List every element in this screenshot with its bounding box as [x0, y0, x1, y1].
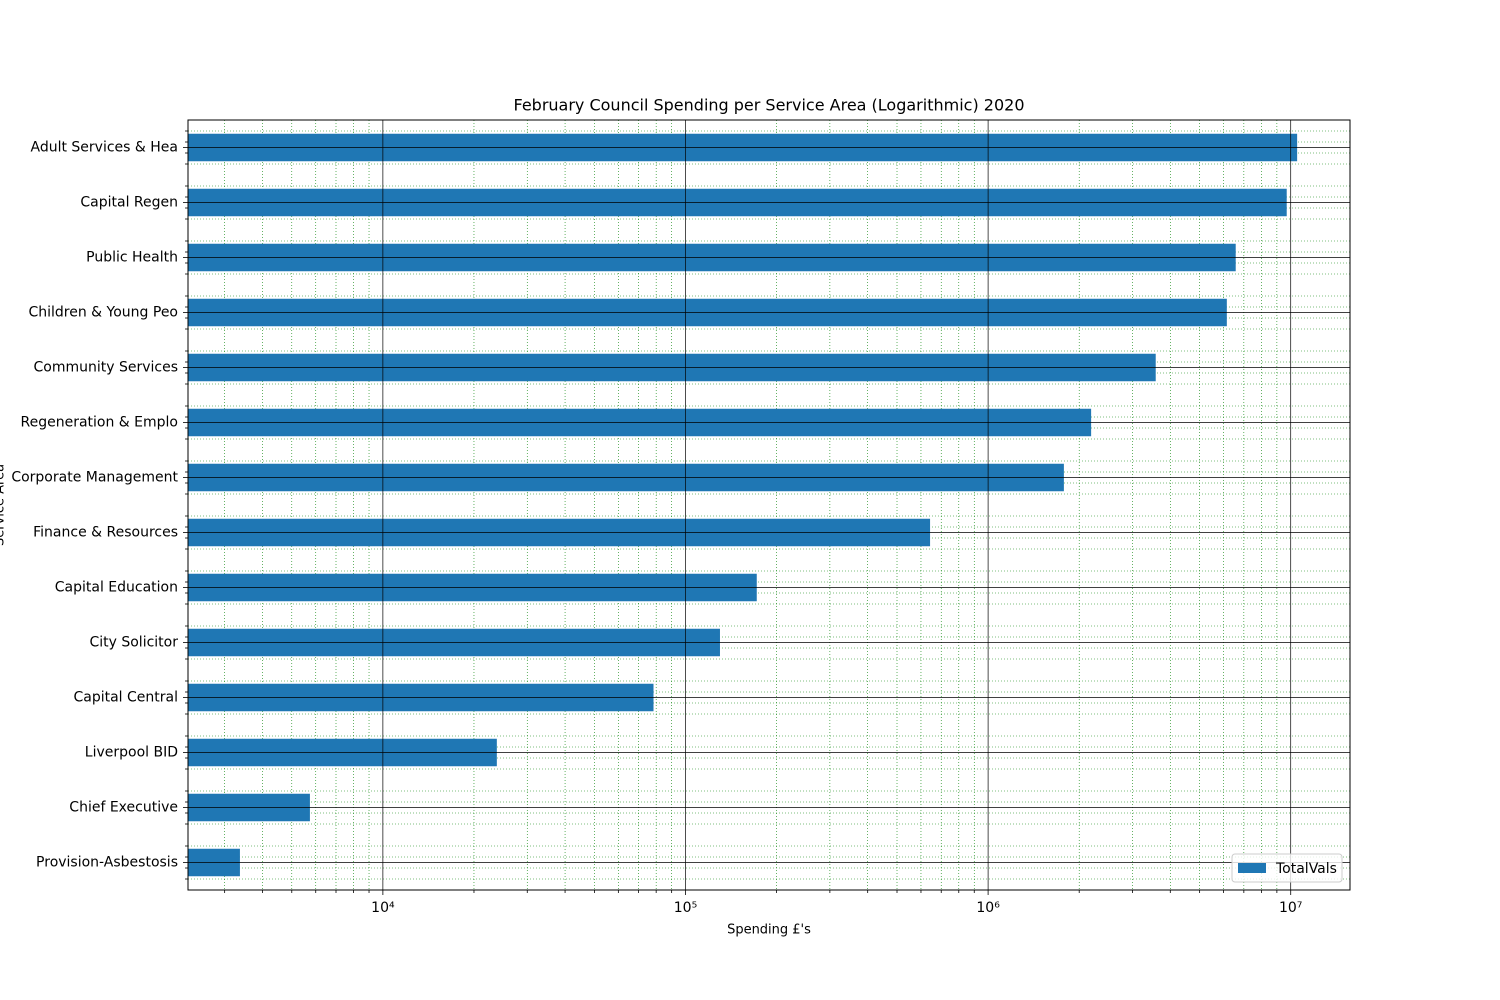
y-tick-label: Children & Young Peo: [28, 305, 178, 321]
y-tick-label: City Solicitor: [89, 635, 178, 651]
y-tick-label: Public Health: [86, 250, 178, 266]
y-tick-label: Capital Regen: [80, 195, 178, 211]
y-tick-label: Finance & Resources: [33, 525, 178, 541]
y-tick-label: Capital Central: [73, 690, 178, 706]
y-tick-label: Corporate Management: [11, 470, 178, 486]
y-tick-label: Regeneration & Emplo: [21, 415, 179, 431]
plot-frame: [187, 119, 1351, 891]
legend-frame: [1231, 853, 1343, 883]
legend-label: TotalVals: [1275, 861, 1337, 877]
y-axis-label: Service Area: [0, 464, 8, 546]
chart-title: February Council Spending per Service Ar…: [513, 96, 1024, 115]
x-tick-label: 10⁴: [371, 900, 395, 916]
y-tick-label: Provision-Asbestosis: [36, 855, 178, 871]
y-tick-label: Adult Services & Hea: [31, 140, 179, 156]
legend-swatch: [1238, 863, 1266, 873]
y-tick-label: Chief Executive: [69, 800, 178, 816]
y-tick-label: Community Services: [33, 360, 178, 376]
y-tick-label: Liverpool BID: [85, 745, 178, 761]
y-tick-label: Capital Education: [55, 580, 178, 596]
legend: TotalVals: [1231, 853, 1343, 883]
x-tick-label: 10⁷: [1279, 900, 1302, 916]
x-tick-label: 10⁶: [976, 900, 1000, 916]
x-tick-label: 10⁵: [674, 900, 697, 916]
x-axis-label: Spending £'s: [727, 923, 811, 938]
